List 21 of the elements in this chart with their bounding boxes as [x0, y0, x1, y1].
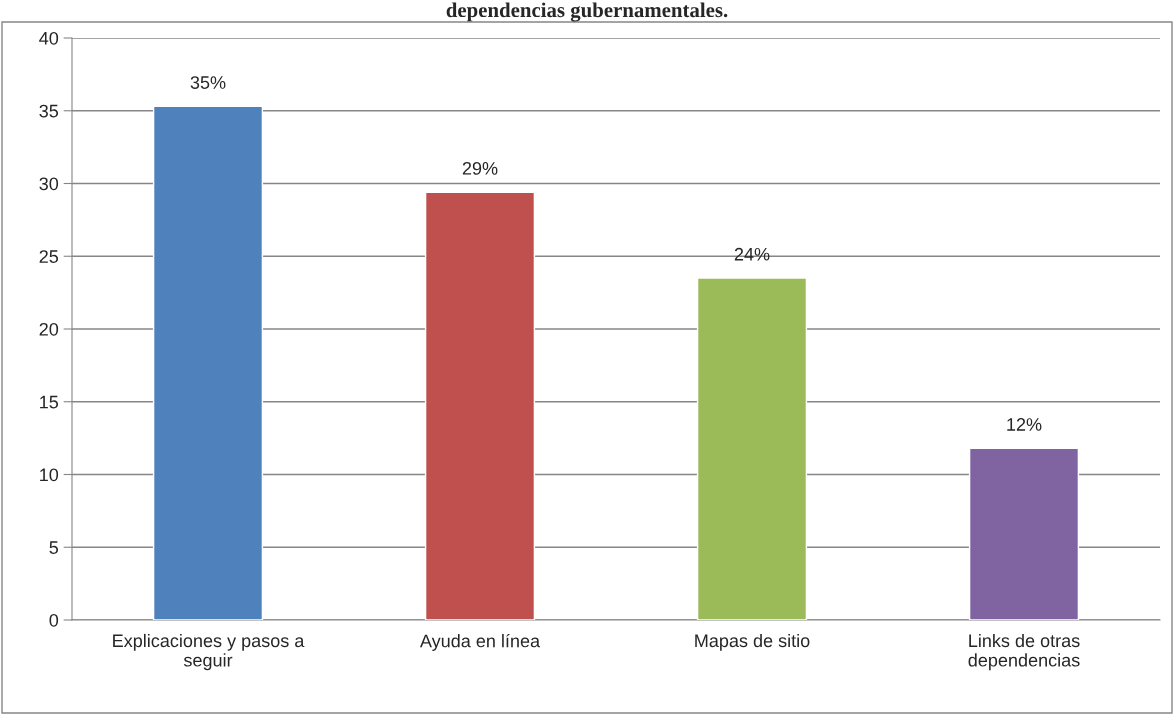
x-tick-label: Ayuda en línea	[419, 633, 541, 651]
bar	[424, 191, 536, 620]
bar	[152, 105, 264, 620]
y-tick-label: 5	[49, 541, 59, 554]
data-label: 29%	[462, 161, 498, 175]
x-tick-label: Explicaciones y pasos a seguir	[113, 633, 305, 671]
x-tick-label: Links de otras dependencias	[968, 633, 1080, 671]
y-tick-label: 20	[39, 322, 59, 336]
y-tick-label: 40	[39, 31, 59, 45]
data-label: 35%	[190, 76, 226, 89]
x-tick-label: Mapas de sitio	[695, 633, 810, 651]
y-tick-label: 10	[40, 468, 59, 482]
bar	[968, 447, 1080, 620]
y-tick-label: 25	[39, 250, 59, 263]
y-tick-label: 0	[49, 613, 59, 627]
chart-title: dependencias gubernamentales.	[446, 2, 728, 22]
bar	[696, 277, 808, 620]
y-tick-label: 30	[39, 177, 59, 191]
y-tick-label: 35	[39, 104, 59, 118]
y-tick-label: 15	[40, 395, 59, 409]
data-label: 12%	[1007, 418, 1042, 431]
